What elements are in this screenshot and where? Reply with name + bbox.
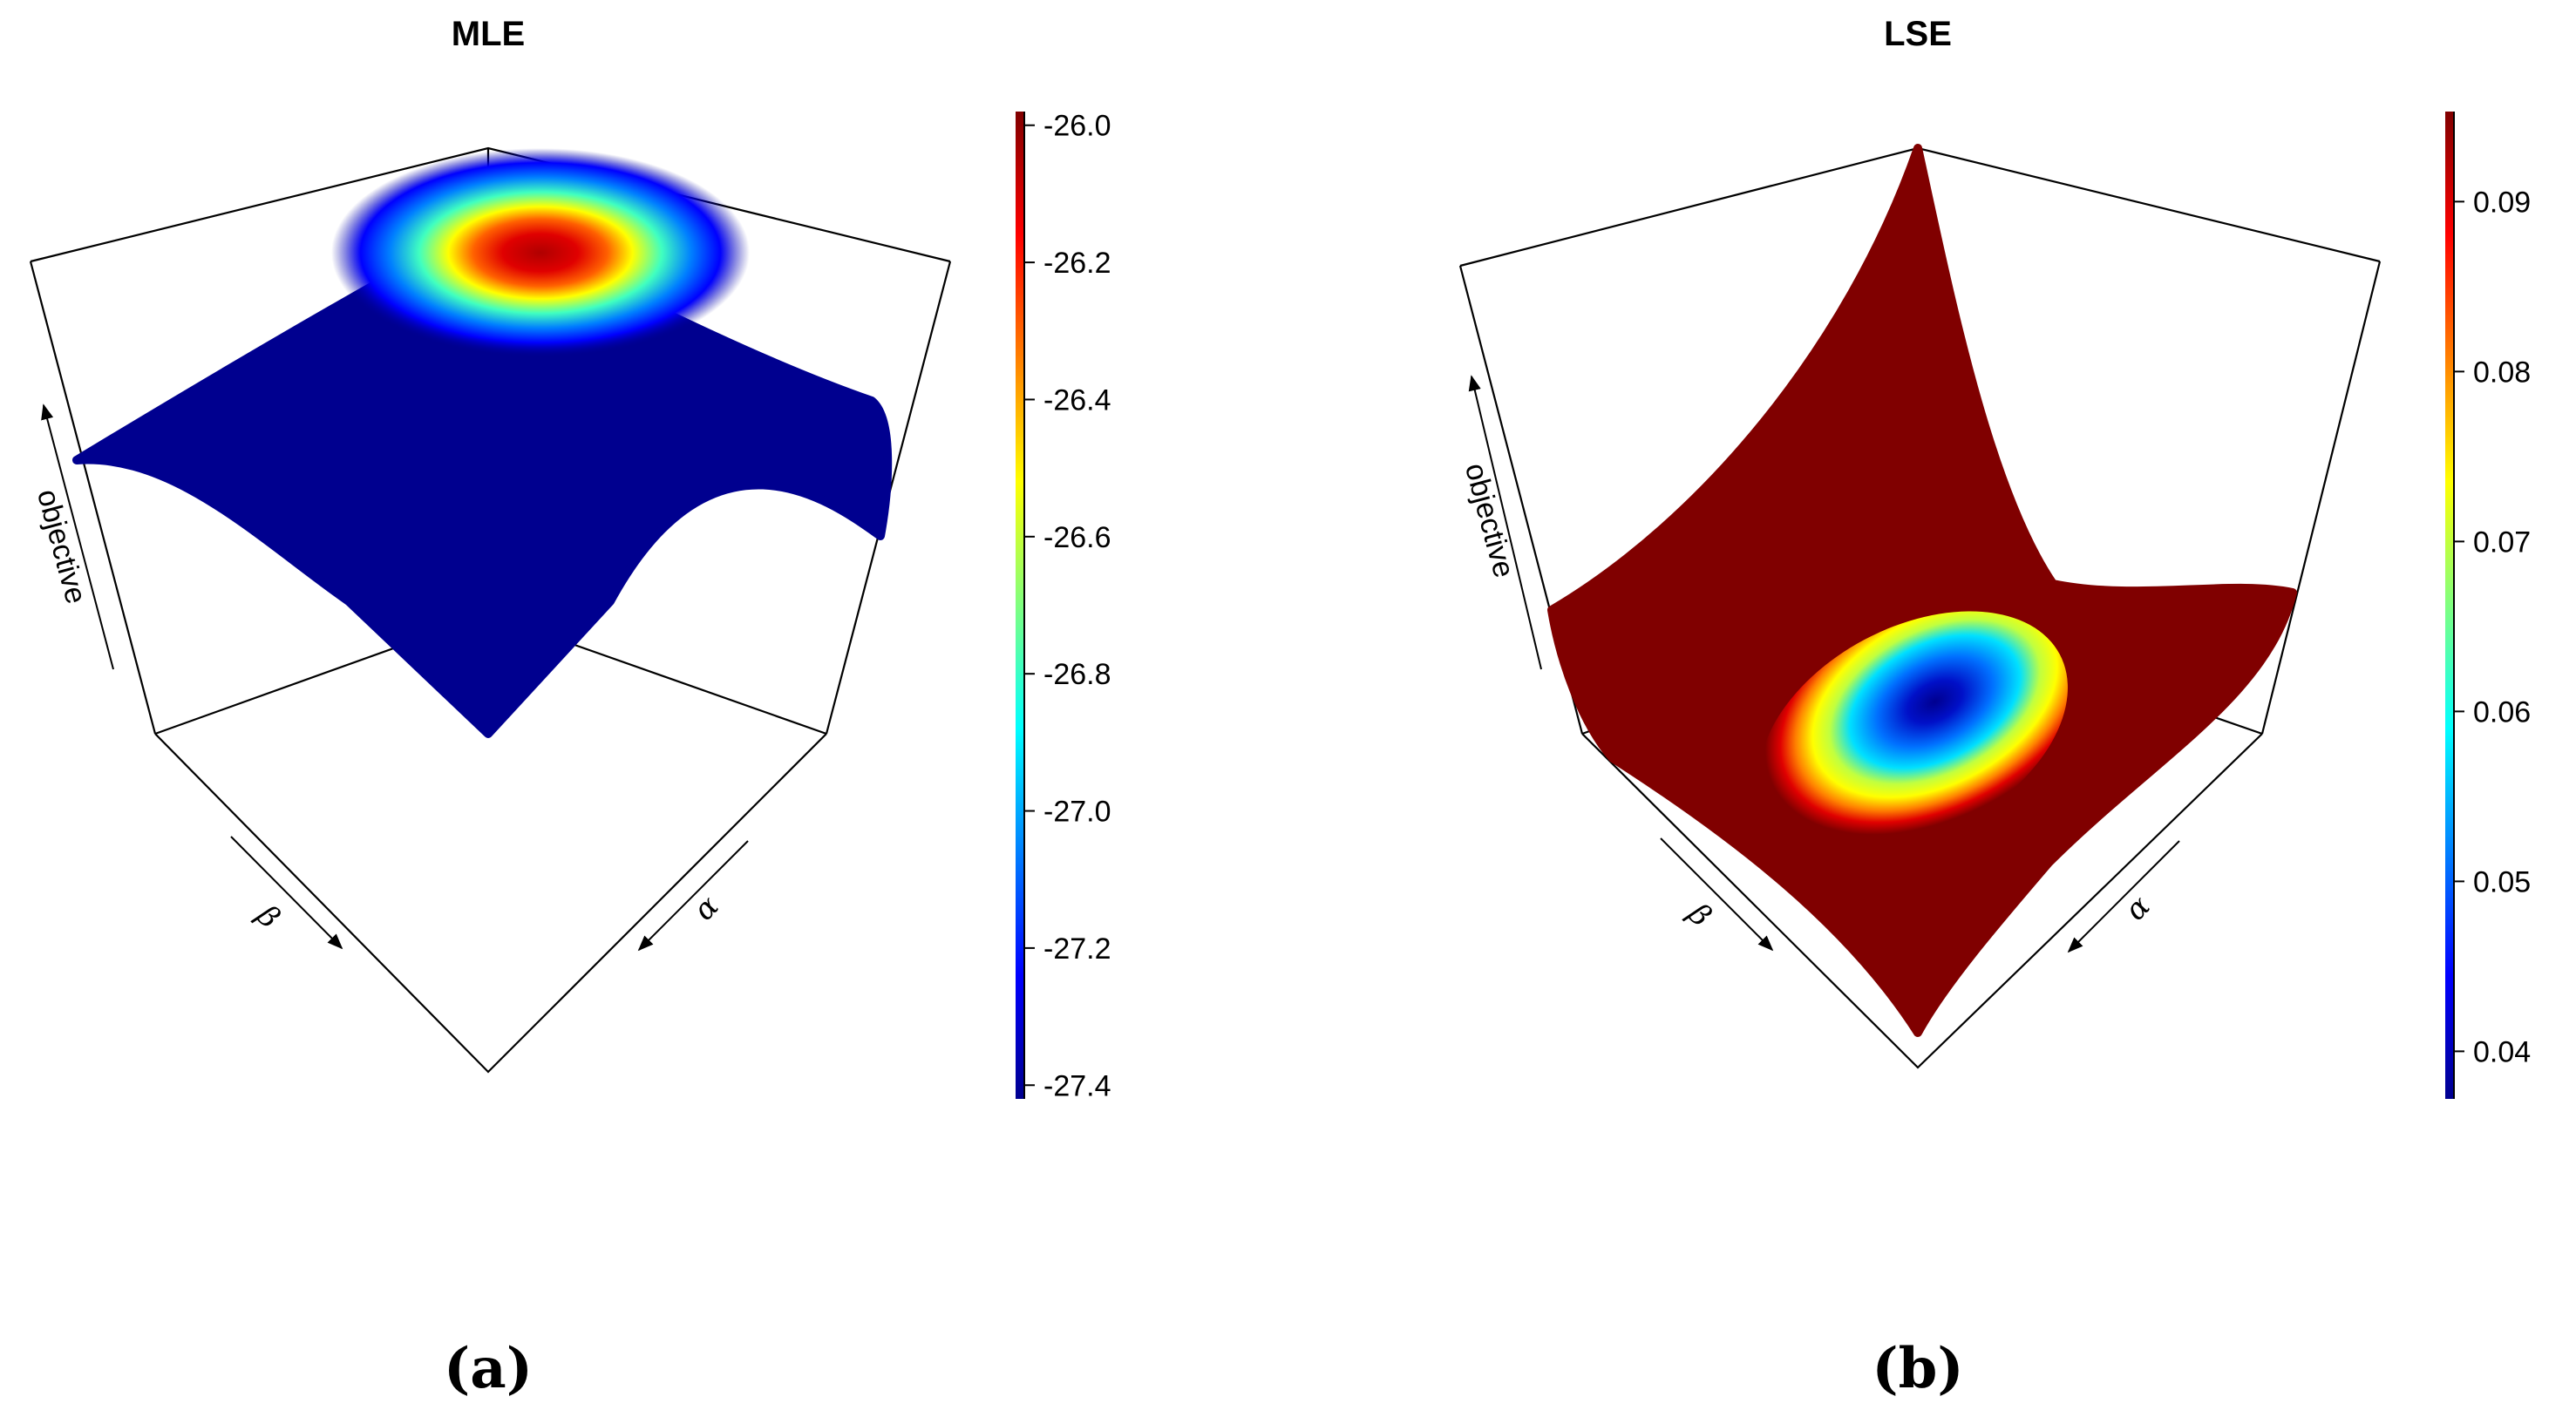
- mle-colorbar: -26.0 -26.2 -26.4 -26.6 -26.8 -27.0 -27.2 -27.4: [1016, 110, 1111, 1102]
- colorbar-tick-label: 0.04: [2473, 1035, 2531, 1068]
- panel-lse: LSE objective β α 0.090.080.070.060.050.…: [1458, 15, 2531, 1401]
- lse-xlabel: α: [2118, 889, 2158, 928]
- colorbar-tick-label: 0.06: [2473, 695, 2531, 729]
- lse-colorbar: 0.09 0.08 0.07 0.06 0.05 0.04: [2445, 112, 2531, 1099]
- lse-zlabel: objective: [1458, 459, 1520, 580]
- mle-surface: [72, 148, 893, 738]
- colorbar-tick-label: -26.6: [1043, 521, 1111, 554]
- mle-ylabel: β: [248, 898, 287, 936]
- colorbar-tick-label: -27.4: [1043, 1069, 1111, 1102]
- colorbar-tick-label: -26.2: [1043, 247, 1111, 280]
- lse-panel-label: (b): [1872, 1336, 1963, 1401]
- colorbar-tick-label: 0.05: [2473, 865, 2531, 898]
- mle-zlabel: objective: [31, 485, 92, 607]
- mle-panel-label: (a): [444, 1336, 533, 1401]
- mle-xlabel: α: [687, 889, 726, 928]
- colorbar-tick-label: -26.4: [1043, 383, 1111, 417]
- panel-mle: MLE objective β α -26.0-26: [29, 15, 1111, 1401]
- colorbar-tick-label: 0.09: [2473, 186, 2531, 219]
- lse-title: LSE: [1884, 15, 1952, 53]
- colorbar-tick-label: 0.07: [2473, 525, 2531, 559]
- lse-ylabel: β: [1680, 896, 1718, 934]
- mle-colorbar-ticks: -26.0 -26.2 -26.4 -26.6 -26.8 -27.0 -27.2 -27.4: [1024, 110, 1111, 1102]
- colorbar-tick-label: -27.2: [1043, 932, 1111, 966]
- colorbar-tick-label: -26.8: [1043, 658, 1111, 691]
- lse-colorbar-ticks: 0.09 0.08 0.07 0.06 0.05 0.04: [2454, 186, 2531, 1068]
- colorbar-tick-label: 0.08: [2473, 356, 2531, 389]
- mle-title: MLE: [452, 15, 525, 53]
- lse-surface: [1547, 144, 2297, 1037]
- colorbar-tick-label: -27.0: [1043, 796, 1111, 829]
- colorbar-tick-label: -26.0: [1043, 110, 1111, 143]
